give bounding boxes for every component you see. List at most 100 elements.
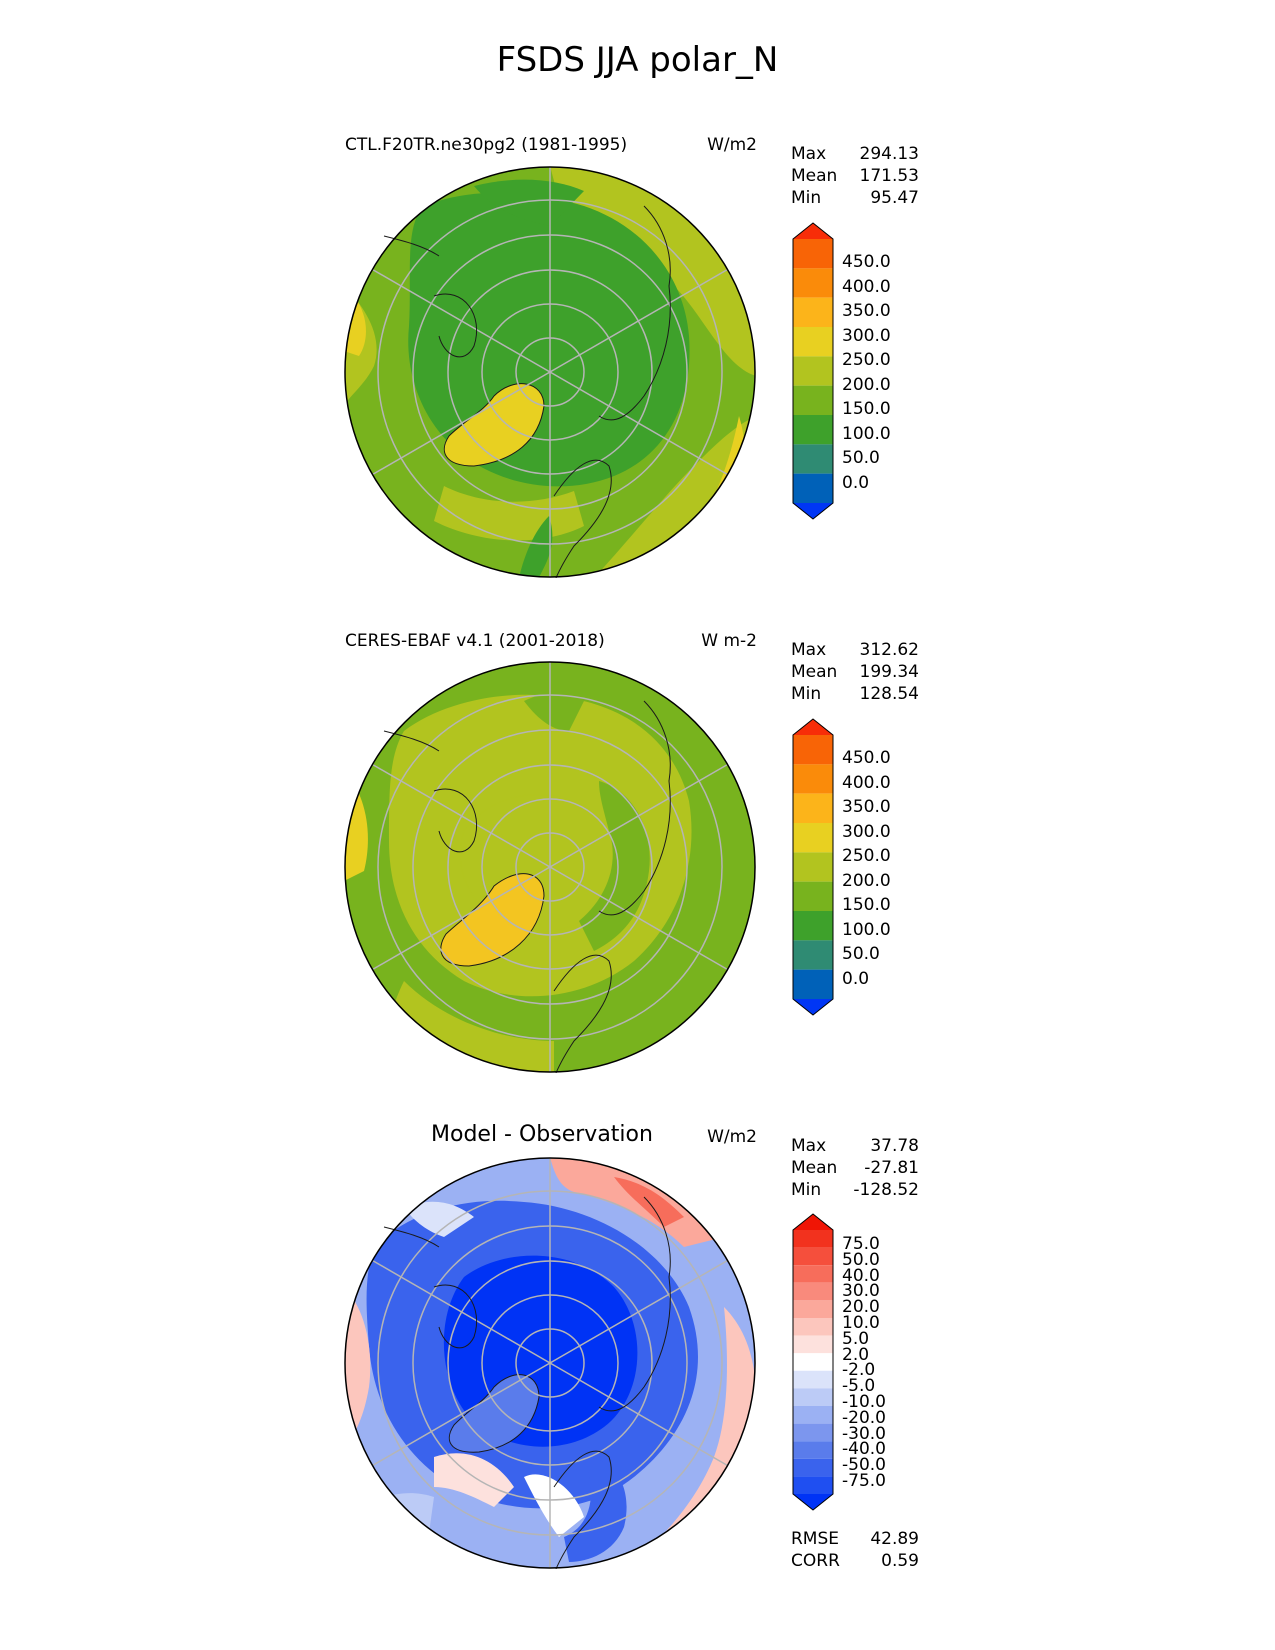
colorbar-outline — [792, 1213, 834, 1511]
colorbar-tick-label: 150.0 — [842, 399, 891, 419]
colorbar-tick-label: 350.0 — [842, 797, 891, 817]
stat-value: 171.53 — [859, 166, 919, 186]
colorbar-segment — [793, 969, 833, 999]
obs-panel-title: CERES-EBAF v4.1 (2001-2018) — [345, 631, 605, 651]
colorbar-segment — [793, 1214, 833, 1230]
colorbar-segment — [793, 1282, 833, 1301]
colorbar-outline — [792, 222, 834, 520]
colorbar-segment — [793, 223, 833, 239]
model-panel-title: CTL.F20TR.ne30pg2 (1981-1995) — [345, 135, 628, 155]
meridian — [549, 1259, 728, 1364]
stat-label: Mean — [791, 1158, 838, 1178]
colorbar-segment — [793, 1458, 833, 1477]
meridian — [549, 1362, 728, 1467]
colorbar-segment — [793, 1265, 833, 1283]
colorbar-tick-label: 100.0 — [842, 423, 891, 444]
colorbar-segment — [793, 852, 833, 882]
meridian — [549, 763, 728, 868]
graticule — [372, 1158, 728, 1568]
colorbar-tick-label: 150.0 — [842, 895, 891, 915]
stat-value: 312.62 — [859, 640, 919, 660]
field-region — [579, 781, 650, 951]
colorbar-segment — [793, 1406, 833, 1424]
map-boundary — [344, 166, 756, 578]
obs-stats: Max 312.62 Mean 199.34 Min 128.54 — [791, 639, 919, 705]
colorbar-tick-label: 100.0 — [842, 919, 891, 940]
colorbar-segment — [793, 764, 833, 794]
meridian — [549, 268, 728, 373]
model-units: W/m2 — [707, 135, 757, 155]
colorbar-segment — [793, 735, 833, 765]
meridian — [372, 371, 551, 476]
diff-stats: Max 37.78 Mean -27.81 Min -128.52 — [791, 1135, 919, 1201]
meridian — [372, 866, 551, 971]
colorbar-segment — [793, 473, 833, 503]
diff-colorbar — [792, 1213, 834, 1511]
colorbar-tick-label: 0.0 — [842, 472, 870, 493]
field-region — [519, 516, 553, 577]
coastline — [553, 459, 612, 578]
obs-colorbar — [792, 718, 834, 1016]
metric-label: RMSE — [791, 1529, 840, 1549]
colorbar-tick-label: 200.0 — [842, 374, 891, 395]
colorbar-tick-label: -20.0 — [842, 1407, 886, 1428]
greenland-high-region — [443, 383, 545, 467]
obs-units: W m-2 — [701, 631, 757, 651]
colorbar-segment — [793, 268, 833, 298]
colorbar-tick-label: 450.0 — [842, 252, 891, 272]
colorbar-tick-label: 350.0 — [842, 301, 891, 321]
colorbar-segment — [793, 1318, 833, 1336]
colorbar-segment — [793, 1247, 833, 1266]
colorbar-segment — [793, 1476, 833, 1494]
colorbar-tick-label: -2.0 — [842, 1360, 876, 1381]
coastline — [598, 205, 671, 421]
field-region — [474, 179, 584, 226]
coastline — [383, 730, 440, 752]
colorbar-tick-label: 75.0 — [842, 1234, 880, 1254]
colorbar-tick-label: 2.0 — [842, 1344, 870, 1365]
stat-label: Min — [791, 684, 822, 704]
colorbar-tick-label: 0.0 — [842, 968, 870, 989]
map-boundary — [344, 1157, 756, 1569]
colorbar-tick-label: 400.0 — [842, 772, 891, 793]
stat-label: Max — [791, 1136, 827, 1156]
obs-polar-map — [344, 661, 756, 1073]
colorbar-segment — [793, 1353, 833, 1371]
colorbar-segment — [793, 1388, 833, 1406]
colorbar-tick-label: 10.0 — [842, 1313, 880, 1333]
colorbar-segment — [793, 503, 833, 519]
colorbar-segment — [793, 356, 833, 386]
colorbar-tick-label: -5.0 — [842, 1376, 876, 1397]
meridian — [372, 268, 551, 373]
colorbar-segment — [793, 1300, 833, 1318]
coastline — [433, 293, 478, 358]
coastline — [598, 1196, 671, 1412]
graticule — [372, 167, 728, 577]
colorbar-tick-label: 50.0 — [842, 944, 880, 964]
colorbar-segment — [793, 415, 833, 445]
coastlines — [383, 1196, 671, 1569]
colorbar-segment — [793, 940, 833, 970]
stat-value: 199.34 — [859, 662, 919, 682]
coastline — [433, 1284, 478, 1349]
coastline — [553, 1450, 612, 1569]
colorbar-tick-label: 5.0 — [842, 1328, 870, 1349]
metric-value: 0.59 — [881, 1551, 919, 1571]
coastline — [433, 788, 478, 853]
stat-label: Mean — [791, 166, 838, 186]
colorbar-tick-label: -75.0 — [842, 1471, 886, 1491]
colorbar-segment — [793, 1370, 833, 1389]
stat-value: 37.78 — [870, 1136, 919, 1156]
meridian — [372, 763, 551, 868]
colorbar-segment — [793, 999, 833, 1015]
colorbar-segment — [793, 327, 833, 357]
stat-value: -128.52 — [853, 1180, 919, 1200]
field-region — [524, 693, 584, 731]
field-region — [345, 1287, 371, 1447]
map-boundary — [344, 661, 756, 1073]
colorbar-segment — [793, 881, 833, 911]
colorbar-tick-label: 50.0 — [842, 448, 880, 468]
colorbar-tick-label: 30.0 — [842, 1281, 880, 1302]
stat-value: 128.54 — [859, 684, 919, 704]
diff-metrics: RMSE 42.89 CORR 0.59 — [791, 1528, 919, 1572]
